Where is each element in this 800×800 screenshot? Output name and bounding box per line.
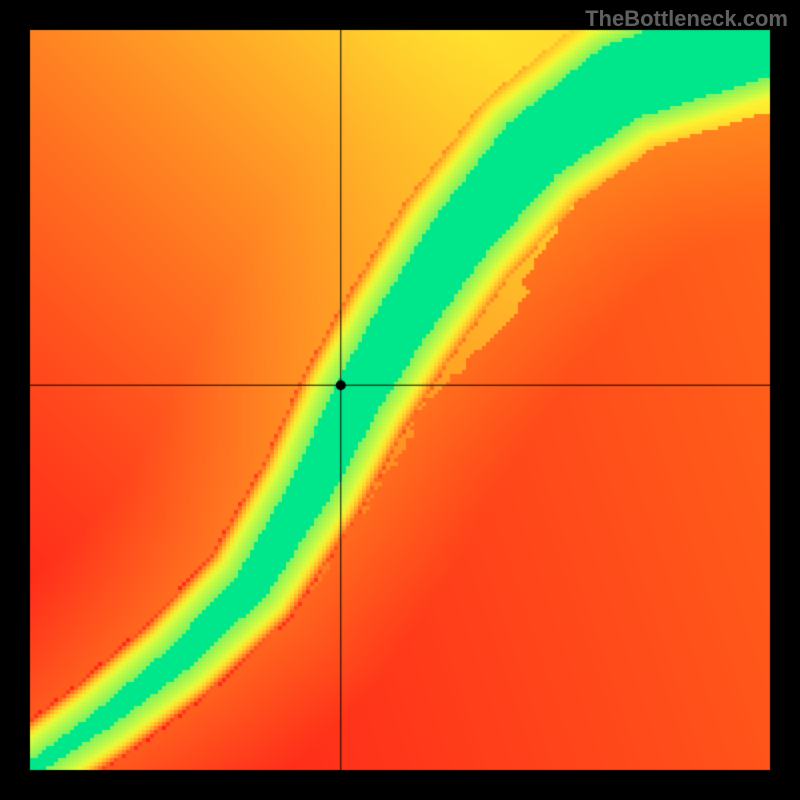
heatmap-canvas <box>0 0 800 800</box>
chart-container: TheBottleneck.com <box>0 0 800 800</box>
watermark-text: TheBottleneck.com <box>585 6 788 32</box>
